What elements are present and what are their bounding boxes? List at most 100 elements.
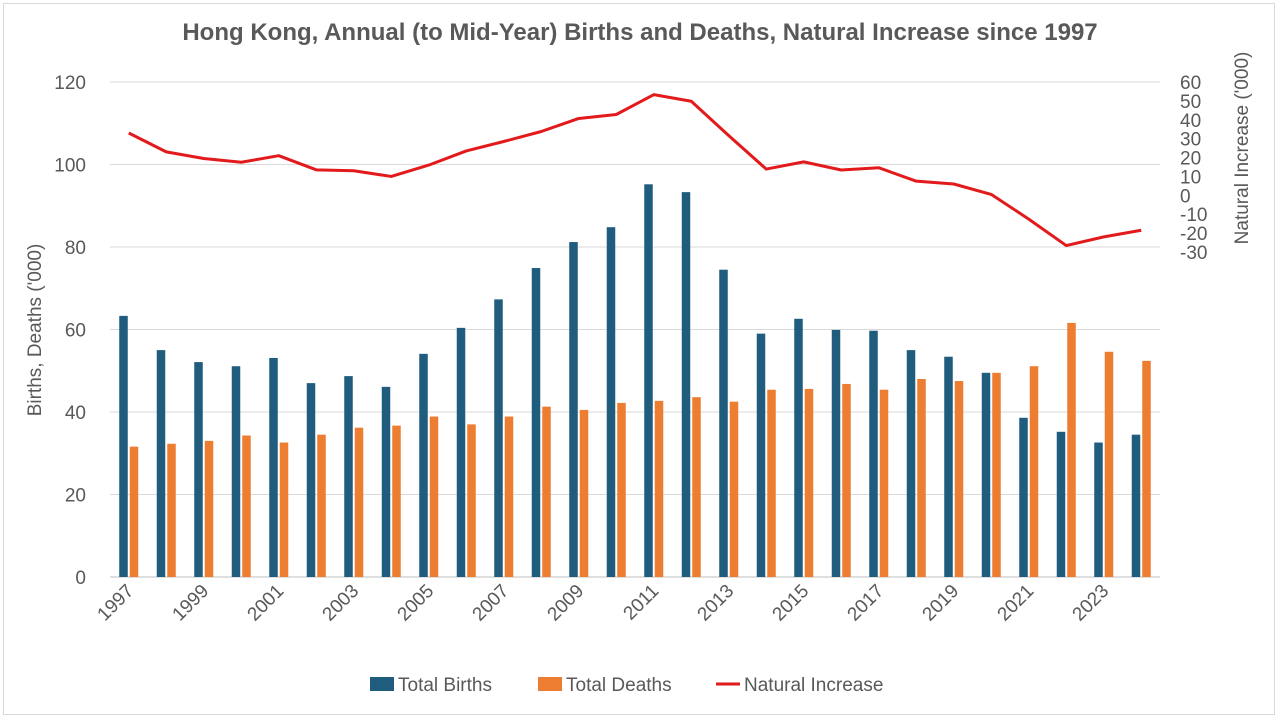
bar-total-births-2008 bbox=[531, 268, 541, 577]
bar-total-deaths-2006 bbox=[467, 424, 476, 577]
bar-total-births-2021 bbox=[1019, 417, 1028, 577]
y-tick-label: 20 bbox=[65, 486, 86, 507]
bar-total-births-1997 bbox=[119, 315, 128, 577]
bar-total-deaths-2018 bbox=[917, 379, 926, 577]
y2-tick-label: 60 bbox=[1180, 73, 1201, 94]
y-tick-label: 100 bbox=[54, 156, 86, 177]
bar-total-deaths-2011 bbox=[654, 400, 664, 577]
x-tick-label: 2015 bbox=[769, 581, 814, 626]
x-tick-label: 2005 bbox=[394, 581, 439, 626]
line-natural-increase bbox=[128, 93, 1142, 248]
bar-total-deaths-2010 bbox=[617, 402, 626, 577]
bar-total-deaths-2001 bbox=[279, 442, 289, 577]
bar-total-deaths-2016 bbox=[842, 383, 851, 577]
left-axis-ticks: 0 20 40 60 80 100 120 bbox=[54, 73, 86, 589]
y2-tick-label: -10 bbox=[1180, 205, 1207, 226]
chart-title: Hong Kong, Annual (to Mid-Year) Births a… bbox=[182, 19, 1097, 46]
x-tick-label: 2013 bbox=[694, 581, 739, 626]
bar-total-deaths-2009 bbox=[579, 409, 589, 577]
bar-total-deaths-2012 bbox=[692, 397, 701, 577]
bar-total-births-2023 bbox=[1094, 442, 1103, 577]
bar-total-births-2019 bbox=[944, 356, 953, 577]
bar-total-births-2002 bbox=[306, 383, 316, 577]
bar-total-births-2010 bbox=[606, 227, 616, 577]
y2-tick-label: 10 bbox=[1180, 167, 1201, 188]
bar-total-births-2020 bbox=[981, 372, 991, 577]
bar-total-births-2013 bbox=[719, 269, 728, 577]
bar-total-births-2000 bbox=[231, 366, 241, 577]
bar-total-deaths-2004 bbox=[392, 425, 401, 577]
bar-total-deaths-2000 bbox=[242, 435, 251, 577]
y-axis-title: Births, Deaths ('000) bbox=[25, 244, 46, 417]
y2-tick-label: 50 bbox=[1180, 92, 1201, 113]
y-tick-label: 120 bbox=[54, 73, 86, 94]
bar-total-deaths-1997 bbox=[129, 446, 139, 577]
bar-total-deaths-2002 bbox=[317, 434, 326, 577]
x-tick-label: 1997 bbox=[94, 581, 139, 626]
x-tick-label: 2003 bbox=[319, 581, 364, 626]
bar-total-births-2005 bbox=[419, 353, 428, 577]
x-tick-label: 2021 bbox=[994, 581, 1039, 626]
y2-tick-label: -20 bbox=[1180, 224, 1207, 245]
bar-total-births-2011 bbox=[644, 184, 653, 578]
bar-total-births-2024 bbox=[1131, 434, 1141, 577]
bar-total-births-1998 bbox=[156, 350, 166, 577]
chart-frame bbox=[3, 3, 1275, 715]
x-axis-ticks: 1997 1999 2001 2003 2005 2007 2009 2011 2013 2015… bbox=[94, 581, 1114, 626]
x-tick-label: 2007 bbox=[469, 581, 514, 626]
legend-label-natural-increase: Natural Increase bbox=[744, 675, 883, 696]
y2-tick-label: 40 bbox=[1180, 111, 1201, 132]
y-tick-label: 40 bbox=[65, 403, 86, 424]
bar-total-deaths-1999 bbox=[204, 440, 214, 577]
bar-total-deaths-2017 bbox=[879, 389, 889, 577]
bar-total-births-2009 bbox=[569, 242, 578, 578]
bar-total-deaths-2020 bbox=[992, 372, 1001, 577]
bar-total-deaths-2003 bbox=[354, 427, 364, 577]
bar-total-deaths-2024 bbox=[1142, 360, 1151, 577]
x-tick-label: 1999 bbox=[169, 581, 214, 626]
bar-total-births-2007 bbox=[494, 299, 503, 577]
y-tick-label: 0 bbox=[75, 568, 86, 589]
y2-tick-label: 0 bbox=[1180, 186, 1191, 207]
bars bbox=[119, 184, 1151, 578]
bar-total-deaths-2005 bbox=[429, 416, 439, 577]
bar-total-births-2012 bbox=[681, 192, 691, 577]
legend-swatch-total-deaths bbox=[538, 677, 562, 691]
bar-total-births-2003 bbox=[344, 376, 353, 577]
bar-total-deaths-2014 bbox=[767, 389, 776, 577]
x-tick-label: 2001 bbox=[244, 581, 289, 626]
y2-tick-label: -30 bbox=[1180, 243, 1207, 264]
x-tick-label: 2009 bbox=[544, 581, 589, 626]
line-series bbox=[128, 93, 1142, 248]
bar-total-births-2017 bbox=[869, 330, 878, 577]
bar-total-births-2018 bbox=[906, 350, 916, 577]
legend: Total Births Total Deaths Natural Increase bbox=[370, 675, 883, 696]
bar-total-births-2022 bbox=[1056, 431, 1066, 577]
y-tick-label: 60 bbox=[65, 321, 86, 342]
x-tick-label: 2019 bbox=[919, 581, 964, 626]
bar-total-births-2016 bbox=[831, 329, 841, 577]
bar-total-births-1999 bbox=[194, 362, 203, 577]
y2-tick-label: 30 bbox=[1180, 130, 1201, 151]
bar-total-deaths-1998 bbox=[167, 443, 176, 577]
y2-axis-title: Natural Increase ('000) bbox=[1232, 52, 1253, 245]
bar-total-births-2004 bbox=[381, 386, 391, 577]
y-tick-label: 80 bbox=[65, 238, 86, 259]
x-tick-label: 2011 bbox=[620, 581, 664, 625]
bar-total-deaths-2019 bbox=[954, 381, 964, 577]
x-tick-label: 2023 bbox=[1069, 581, 1114, 626]
legend-swatch-total-births bbox=[370, 677, 394, 691]
bar-total-deaths-2021 bbox=[1029, 366, 1039, 577]
bar-total-deaths-2008 bbox=[542, 406, 551, 577]
bar-total-births-2015 bbox=[794, 318, 803, 577]
bar-total-births-2001 bbox=[269, 357, 278, 577]
bar-total-deaths-2013 bbox=[729, 401, 739, 577]
y2-tick-label: 20 bbox=[1180, 149, 1201, 170]
bar-total-births-2006 bbox=[456, 327, 466, 577]
legend-label-total-deaths: Total Deaths bbox=[566, 675, 672, 696]
x-tick-label: 2017 bbox=[844, 581, 889, 626]
bar-total-deaths-2022 bbox=[1067, 322, 1076, 577]
bar-total-deaths-2015 bbox=[804, 388, 814, 577]
